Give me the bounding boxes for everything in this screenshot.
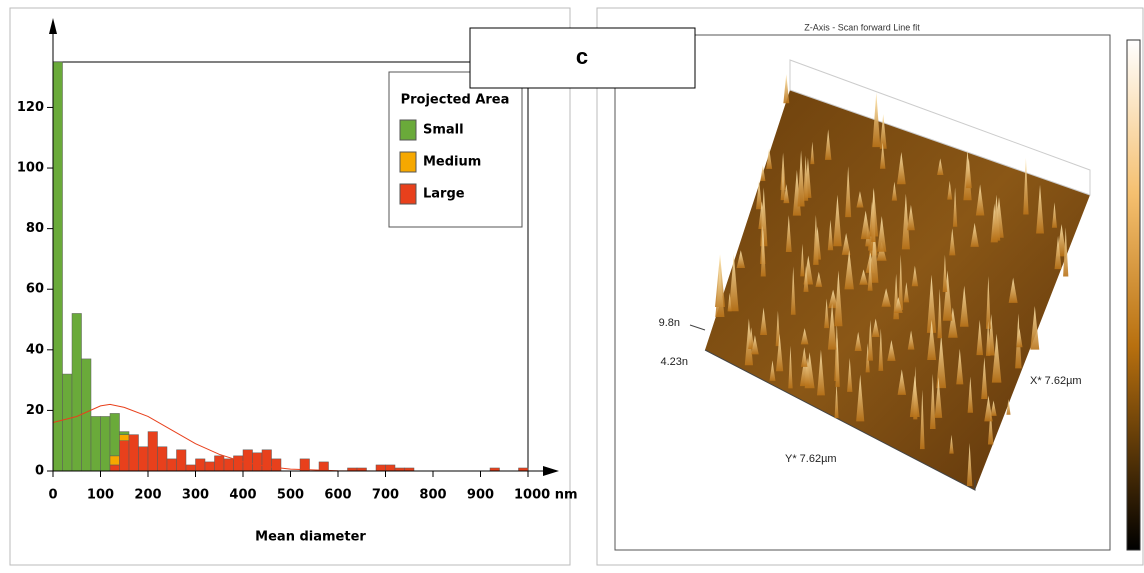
y-tick-label: 0 [35,464,44,479]
bar [253,453,263,471]
bar [215,456,225,471]
x-tick-label: 200 [134,488,161,503]
page: 0 20 40 60 80 100 120 0 100 200 300 400 500 600 700 800… [0,0,1144,573]
y-tick-label: 60 [26,282,44,297]
x-tick-label: 700 [372,488,399,503]
y-size-label: Y* 7.62µm [785,453,837,465]
legend: Projected Area Small Medium Large [389,72,522,227]
legend-label: Medium [423,155,481,170]
bar [234,456,244,471]
y-tick-label: 120 [17,100,44,115]
bar [272,459,282,471]
legend-swatch [400,152,416,172]
bar [63,374,73,471]
bar [91,416,101,471]
x-tick-label: 0 [48,488,57,503]
legend-swatch [400,184,416,204]
bar [72,313,82,471]
bar [82,359,92,471]
bar [129,435,139,471]
bar [110,465,120,471]
x-tick-label: 100 [87,488,114,503]
bar [101,416,111,471]
x-tick-label: 900 [467,488,494,503]
bar [243,450,253,471]
bar [205,462,215,471]
bar [386,465,396,471]
x-tick-label: 400 [229,488,256,503]
colorbar [1127,40,1140,550]
x-tick-label: 300 [182,488,209,503]
panel-label: c [576,44,588,69]
legend-swatch [400,120,416,140]
afm-title: Z-Axis - Scan forward Line fit [804,22,920,32]
x-tick-label: 600 [324,488,351,503]
bar [120,432,130,435]
z-max-label: 9.8n [659,317,680,329]
x-tick-label: 1000 nm [514,488,578,503]
bar [120,435,130,441]
y-tick-label: 20 [26,403,44,418]
x-tick-label: 800 [419,488,446,503]
bar [186,465,196,471]
legend-label: Small [423,123,464,138]
bar [53,62,63,471]
bar [110,456,120,465]
y-tick-label: 80 [26,221,44,236]
legend-title: Projected Area [401,93,510,108]
y-tick-label: 100 [17,161,44,176]
x-size-label: X* 7.62µm [1030,375,1082,387]
bar [224,459,234,471]
bar [177,450,187,471]
x-axis-label: Mean diameter [255,530,366,545]
figure: 0 20 40 60 80 100 120 0 100 200 300 400 500 600 700 800… [0,0,1144,568]
bar [120,441,130,471]
bar [167,459,177,471]
x-tick-label: 500 [277,488,304,503]
bar [110,413,120,455]
y-tick-label: 40 [26,342,44,357]
bar [158,447,168,471]
legend-label: Large [423,187,465,202]
bar [148,432,158,471]
bar [196,459,206,471]
z-min-label: 4.23n [660,356,688,368]
bar [376,465,386,471]
bar [262,450,272,471]
bar [139,447,149,471]
